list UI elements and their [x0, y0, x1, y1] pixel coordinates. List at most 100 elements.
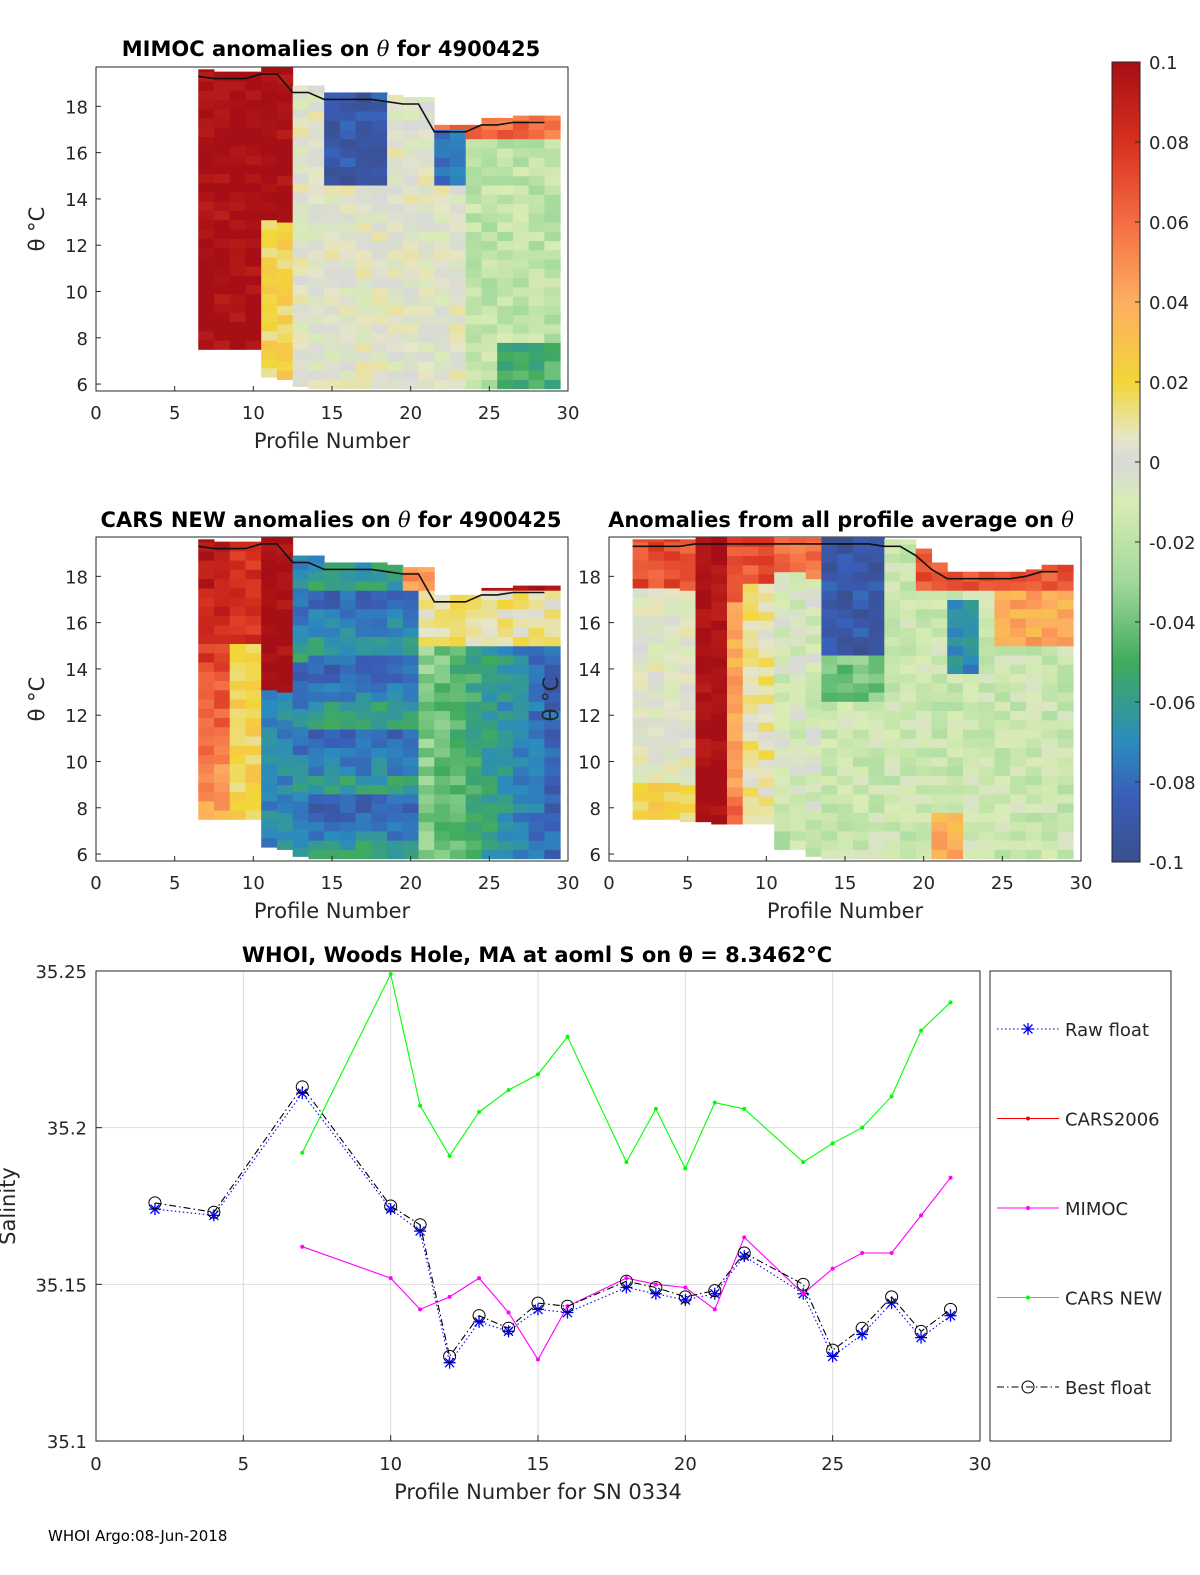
heatmap-cell — [481, 351, 498, 362]
heatmap-cell — [450, 710, 467, 721]
heatmap-cell — [1057, 645, 1074, 656]
heatmap-cell — [664, 597, 681, 607]
heatmap-cell — [308, 175, 325, 186]
heatmap-cell — [324, 305, 341, 316]
heatmap-cell — [418, 793, 435, 804]
heatmap-cell — [387, 296, 404, 306]
heatmap-cell — [648, 726, 665, 737]
heatmap-cell — [711, 555, 728, 566]
heatmap-cell — [481, 719, 498, 730]
heatmap-cell — [229, 680, 246, 691]
heatmap-cell — [497, 784, 514, 795]
heatmap-cell — [481, 175, 498, 186]
heatmap-cell — [261, 560, 278, 570]
heatmap-cell — [229, 340, 246, 350]
heatmap-cell — [276, 342, 294, 353]
heatmap-cell — [418, 259, 435, 269]
x-tick-label: 15 — [834, 873, 857, 894]
heatmap-cell — [308, 148, 325, 158]
heatmap-cell — [695, 729, 712, 739]
heatmap-cell — [198, 773, 215, 783]
heatmap-cell — [1041, 701, 1058, 712]
heatmap-cell — [387, 194, 404, 205]
heatmap-cell — [418, 97, 435, 103]
heatmap-cell — [371, 157, 388, 168]
heatmap-cell — [497, 157, 514, 168]
heatmap-cell — [758, 555, 775, 566]
heatmap-cell — [245, 210, 262, 221]
heatmap-cell — [481, 803, 498, 813]
heatmap-cell — [632, 717, 649, 728]
heatmap-cell — [371, 738, 388, 749]
heatmap-cell — [418, 618, 435, 628]
heatmap-cell — [632, 680, 649, 691]
heatmap-cell — [727, 731, 744, 742]
heatmap-cell — [1041, 747, 1058, 758]
heatmap-cell — [758, 675, 775, 686]
heatmap-cell — [900, 830, 917, 841]
heatmap-cell — [1041, 564, 1058, 573]
heatmap-cell — [339, 194, 357, 205]
heatmap-cell — [1041, 756, 1058, 767]
heatmap-cell — [229, 689, 246, 700]
heatmap-cell — [774, 812, 791, 823]
heatmap-cell — [679, 562, 697, 573]
heatmap-cell — [465, 812, 482, 823]
heatmap-cell — [261, 828, 278, 839]
heatmap-cell — [963, 590, 980, 600]
heatmap-cell — [852, 590, 870, 600]
heatmap-cell — [434, 286, 451, 297]
heatmap-cell — [481, 296, 498, 306]
heatmap-cell — [229, 736, 246, 746]
heatmap-cell — [947, 627, 964, 638]
salinity-x-ticks: 0 5 10 15 20 25 30 — [90, 1435, 991, 1475]
heatmap-cell — [261, 367, 278, 378]
heatmap-cell — [465, 175, 482, 186]
heatmap-cell — [758, 537, 775, 547]
heatmap-cell — [664, 587, 681, 598]
heatmap-cell — [229, 238, 246, 249]
heatmap-cell — [544, 323, 561, 334]
heatmap-cell — [528, 129, 545, 140]
heatmap-cell — [387, 379, 404, 390]
heatmap-cell — [198, 321, 215, 332]
y-tick-label: 6 — [77, 375, 88, 396]
heatmap-cell — [292, 99, 309, 110]
heatmap-cell — [679, 590, 697, 600]
heatmap-cell — [664, 634, 681, 644]
heatmap-cell — [884, 766, 901, 776]
heatmap-cell — [679, 747, 697, 758]
heatmap-cell — [497, 231, 514, 242]
heatmap-cell — [214, 634, 231, 644]
heatmap-cell — [292, 578, 309, 589]
heatmap-cell — [292, 349, 309, 360]
heatmap-cell — [245, 652, 262, 663]
heatmap-cell — [339, 784, 357, 795]
heatmap-cell — [324, 175, 341, 186]
heatmap-cell — [261, 71, 278, 82]
heatmap-cell — [994, 821, 1011, 832]
heatmap-cell — [387, 323, 404, 334]
heatmap-cell — [261, 330, 278, 341]
heatmap-cell — [774, 673, 791, 684]
heatmap-cell — [418, 840, 435, 850]
heatmap-cell — [371, 821, 388, 832]
heatmap-cell — [214, 810, 231, 820]
heatmap-cell — [308, 784, 325, 795]
heatmap-cell — [276, 277, 294, 288]
heatmap-cell — [402, 194, 420, 205]
heatmap-cell — [450, 222, 467, 232]
heatmap-cell — [774, 664, 791, 675]
heatmap-cell — [544, 333, 561, 343]
heatmap-cell — [371, 92, 388, 103]
heatmap-cell — [402, 333, 420, 343]
heatmap-cell — [497, 203, 514, 214]
heatmap-cell — [481, 148, 498, 158]
heatmap-cell — [402, 185, 420, 195]
heatmap-cell — [789, 840, 807, 850]
heatmap-cell — [837, 645, 854, 656]
heatmap-cell — [245, 624, 262, 635]
heatmap-cell — [497, 590, 514, 600]
heatmap-cell — [868, 738, 885, 749]
